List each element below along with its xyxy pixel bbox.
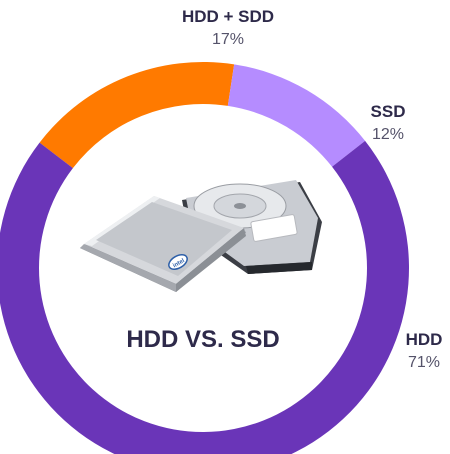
donut-slices — [0, 61, 409, 454]
slice-name-hdd: HDD — [406, 330, 443, 349]
donut-slice-hdd — [0, 140, 409, 454]
ssd-drive-icon: intel — [80, 196, 246, 292]
slice-label-hdd-sdd: HDD + SDD 17% — [182, 7, 274, 48]
slice-value-hdd: 71% — [408, 354, 440, 371]
slice-label-hdd: HDD 71% — [406, 330, 443, 371]
donut-slice-ssd — [227, 64, 366, 167]
donut-slice-hdd-sdd — [39, 61, 235, 169]
slice-value-hdd-sdd: 17% — [212, 31, 244, 48]
slice-name-ssd: SSD — [371, 102, 406, 121]
svg-text:intel: intel — [172, 258, 186, 270]
chart-title: HDD VS. SSD — [126, 326, 279, 353]
slice-name-hdd-sdd: HDD + SDD — [182, 7, 274, 26]
slice-value-ssd: 12% — [372, 126, 404, 143]
slice-label-ssd: SSD 12% — [371, 102, 406, 143]
ssd-and-hdd-drives-icon: intel — [80, 180, 322, 292]
